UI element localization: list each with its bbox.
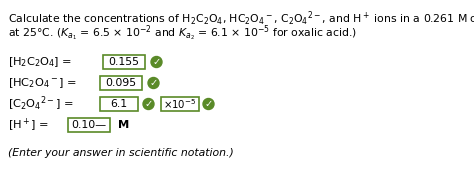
Circle shape xyxy=(148,78,159,89)
Text: ×10$^{-5}$: ×10$^{-5}$ xyxy=(164,97,197,111)
Circle shape xyxy=(203,99,214,110)
Text: 0.10—: 0.10— xyxy=(72,120,107,130)
Text: [H$^+$] =: [H$^+$] = xyxy=(8,116,49,134)
Text: 0.095: 0.095 xyxy=(105,78,137,88)
Text: ✓: ✓ xyxy=(149,78,158,88)
Text: [C$_2$O$_4$$^{2-}$] =: [C$_2$O$_4$$^{2-}$] = xyxy=(8,95,74,113)
Text: M: M xyxy=(114,120,129,130)
Bar xyxy=(68,118,110,132)
Text: Calculate the concentrations of H$_2$C$_2$O$_4$, HC$_2$O$_4$$^-$, C$_2$O$_4$$^{2: Calculate the concentrations of H$_2$C$_… xyxy=(8,10,474,28)
Text: at 25°C. ($K_{a_1}$ = 6.5 × 10$^{-2}$ and $K_{a_2}$ = 6.1 × 10$^{-5}$ for oxalic: at 25°C. ($K_{a_1}$ = 6.5 × 10$^{-2}$ an… xyxy=(8,23,357,43)
Text: [H$_2$C$_2$O$_4$] =: [H$_2$C$_2$O$_4$] = xyxy=(8,55,73,69)
Text: 0.155: 0.155 xyxy=(109,57,139,67)
Circle shape xyxy=(151,56,162,67)
Bar xyxy=(161,97,199,111)
Text: 6.1: 6.1 xyxy=(110,99,128,109)
Bar xyxy=(103,55,145,69)
Text: ✓: ✓ xyxy=(145,99,153,109)
Text: (Enter your answer in scientific notation.): (Enter your answer in scientific notatio… xyxy=(8,148,234,158)
Bar xyxy=(100,76,142,90)
Text: ✓: ✓ xyxy=(152,57,161,67)
Text: [HC$_2$O$_4$$^-$] =: [HC$_2$O$_4$$^-$] = xyxy=(8,76,77,90)
Circle shape xyxy=(143,99,154,110)
Bar xyxy=(100,97,138,111)
Text: ✓: ✓ xyxy=(204,99,213,109)
